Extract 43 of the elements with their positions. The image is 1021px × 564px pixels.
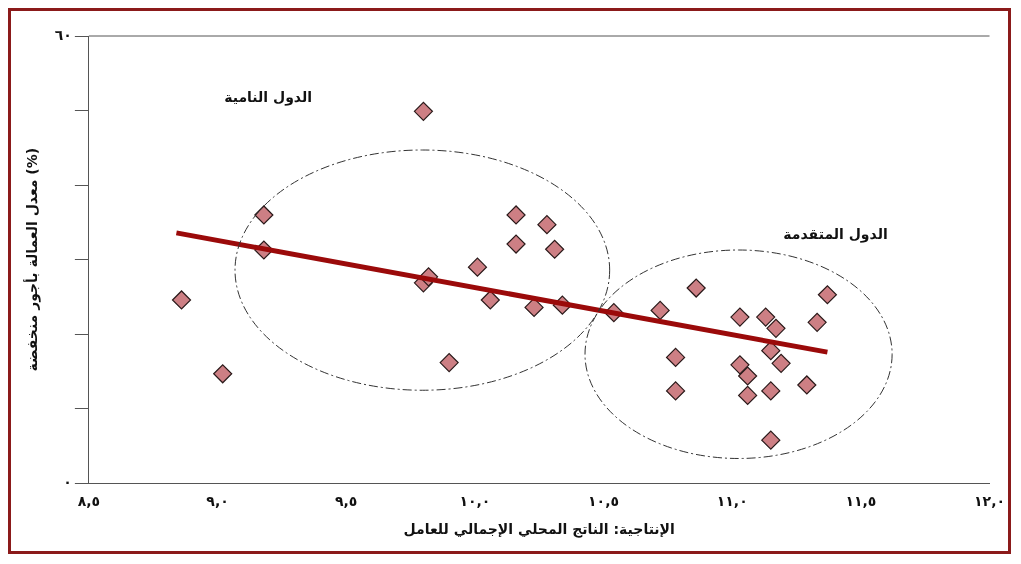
annotation: الدول المتقدمة [783,225,888,243]
point [480,290,500,310]
point [650,300,670,320]
point [761,381,781,401]
x-tick-label: ١٠,٥ [588,493,620,510]
point [665,347,686,367]
x-tick-label: ١٢,٠ [974,493,1005,510]
point [665,381,686,401]
x-tick-label: ٨,٥ [77,493,101,510]
x-tick-label: ١١,٥ [845,493,877,510]
point [761,430,781,450]
x-tick-label: ١١,٠ [716,493,748,510]
point [254,205,274,225]
point [413,101,434,121]
point [766,318,786,338]
point [213,364,233,384]
point [807,312,827,332]
point [771,353,791,373]
y-tick-label: ٦٠ [54,26,72,43]
point [545,239,565,259]
point [756,307,776,327]
point [686,278,706,298]
point [730,307,750,327]
y-tick-label: ٠ [63,474,72,491]
point [439,353,459,373]
x-tick-label: ١٠,٠ [459,493,491,510]
point [537,215,557,235]
point [797,375,817,395]
point [171,290,192,310]
x-tick-label: ٩,٠ [206,493,229,510]
point [738,366,758,386]
point [467,257,488,277]
y-axis-title: معدل العمالة بأجور منخفضة (%) [23,147,42,372]
annotation: الدول النامية [224,89,313,107]
point [730,355,750,375]
point [506,234,526,254]
point [761,341,781,361]
point [524,297,544,318]
point [817,285,838,305]
x-axis-title: الإنتاجية: الناتج المحلي الإجمالي للعامل [403,521,675,539]
x-tick-label: ٩,٥ [335,493,358,510]
point [738,385,758,406]
point [506,205,526,225]
